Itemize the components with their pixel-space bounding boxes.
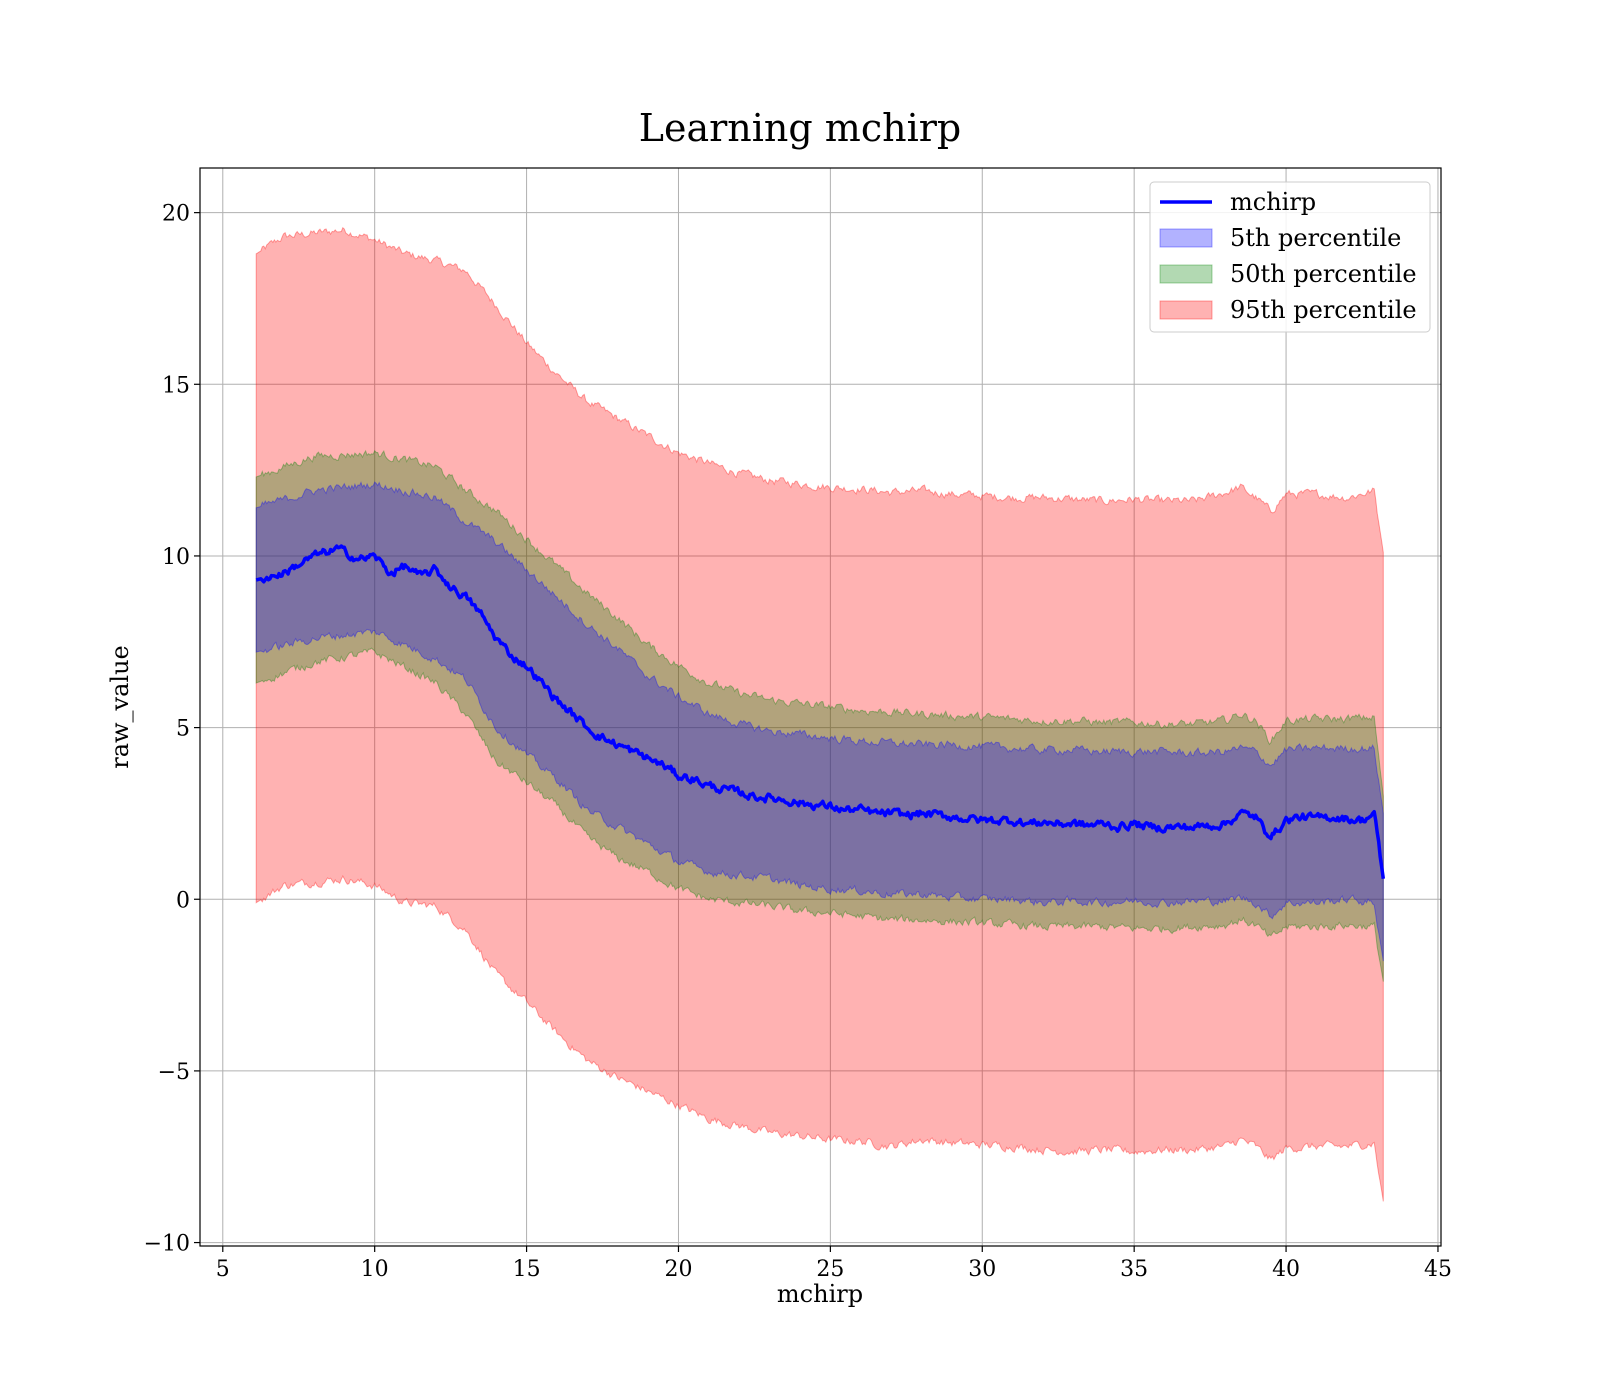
band-95th xyxy=(255,226,1384,1202)
legend-swatch-patch xyxy=(1159,300,1213,320)
band-5th xyxy=(255,481,1384,962)
x-axis-ticks: 5 10 15 20 25 30 35 40 45 xyxy=(216,1246,1452,1282)
y-tick-label: 20 xyxy=(162,202,190,227)
x-tick-label: 20 xyxy=(664,1257,692,1282)
legend-swatch-patch xyxy=(1159,228,1213,248)
legend-swatch-patch xyxy=(1159,264,1213,284)
x-tick-label: 35 xyxy=(1120,1257,1148,1282)
y-axis-ticks: −10 −5 0 5 10 15 20 xyxy=(144,202,200,1257)
grid xyxy=(200,168,1441,1246)
plot-frame xyxy=(199,167,1442,1247)
y-axis-label: raw_value xyxy=(106,645,134,769)
y-tick-label: −5 xyxy=(158,1060,190,1085)
legend: mchirp 5th percentile 50th percentile 95th … xyxy=(1149,181,1431,333)
series-lines xyxy=(255,544,1386,879)
y-tick-label: 0 xyxy=(176,888,190,913)
y-tick-label: 15 xyxy=(162,373,190,398)
band-50th xyxy=(255,449,1384,982)
legend-label: mchirp xyxy=(1230,188,1316,216)
legend-label: 50th percentile xyxy=(1230,260,1417,288)
x-tick-label: 5 xyxy=(216,1257,230,1282)
x-axis-label: mchirp xyxy=(777,1280,863,1308)
y-tick-label: −10 xyxy=(144,1232,190,1257)
y-tick-label: 5 xyxy=(176,717,190,742)
legend-label: 95th percentile xyxy=(1230,296,1417,324)
legend-label: 5th percentile xyxy=(1230,224,1401,252)
x-tick-label: 30 xyxy=(968,1257,996,1282)
x-tick-label: 45 xyxy=(1424,1257,1452,1282)
x-tick-label: 40 xyxy=(1272,1257,1300,1282)
x-tick-label: 25 xyxy=(816,1257,844,1282)
x-tick-label: 10 xyxy=(361,1257,389,1282)
y-tick-label: 10 xyxy=(162,545,190,570)
line-mchirp xyxy=(255,544,1386,879)
legend-box xyxy=(1149,181,1431,333)
x-tick-label: 15 xyxy=(513,1257,541,1282)
chart-title: Learning mchirp xyxy=(639,106,961,150)
percentile-bands xyxy=(255,226,1384,1202)
